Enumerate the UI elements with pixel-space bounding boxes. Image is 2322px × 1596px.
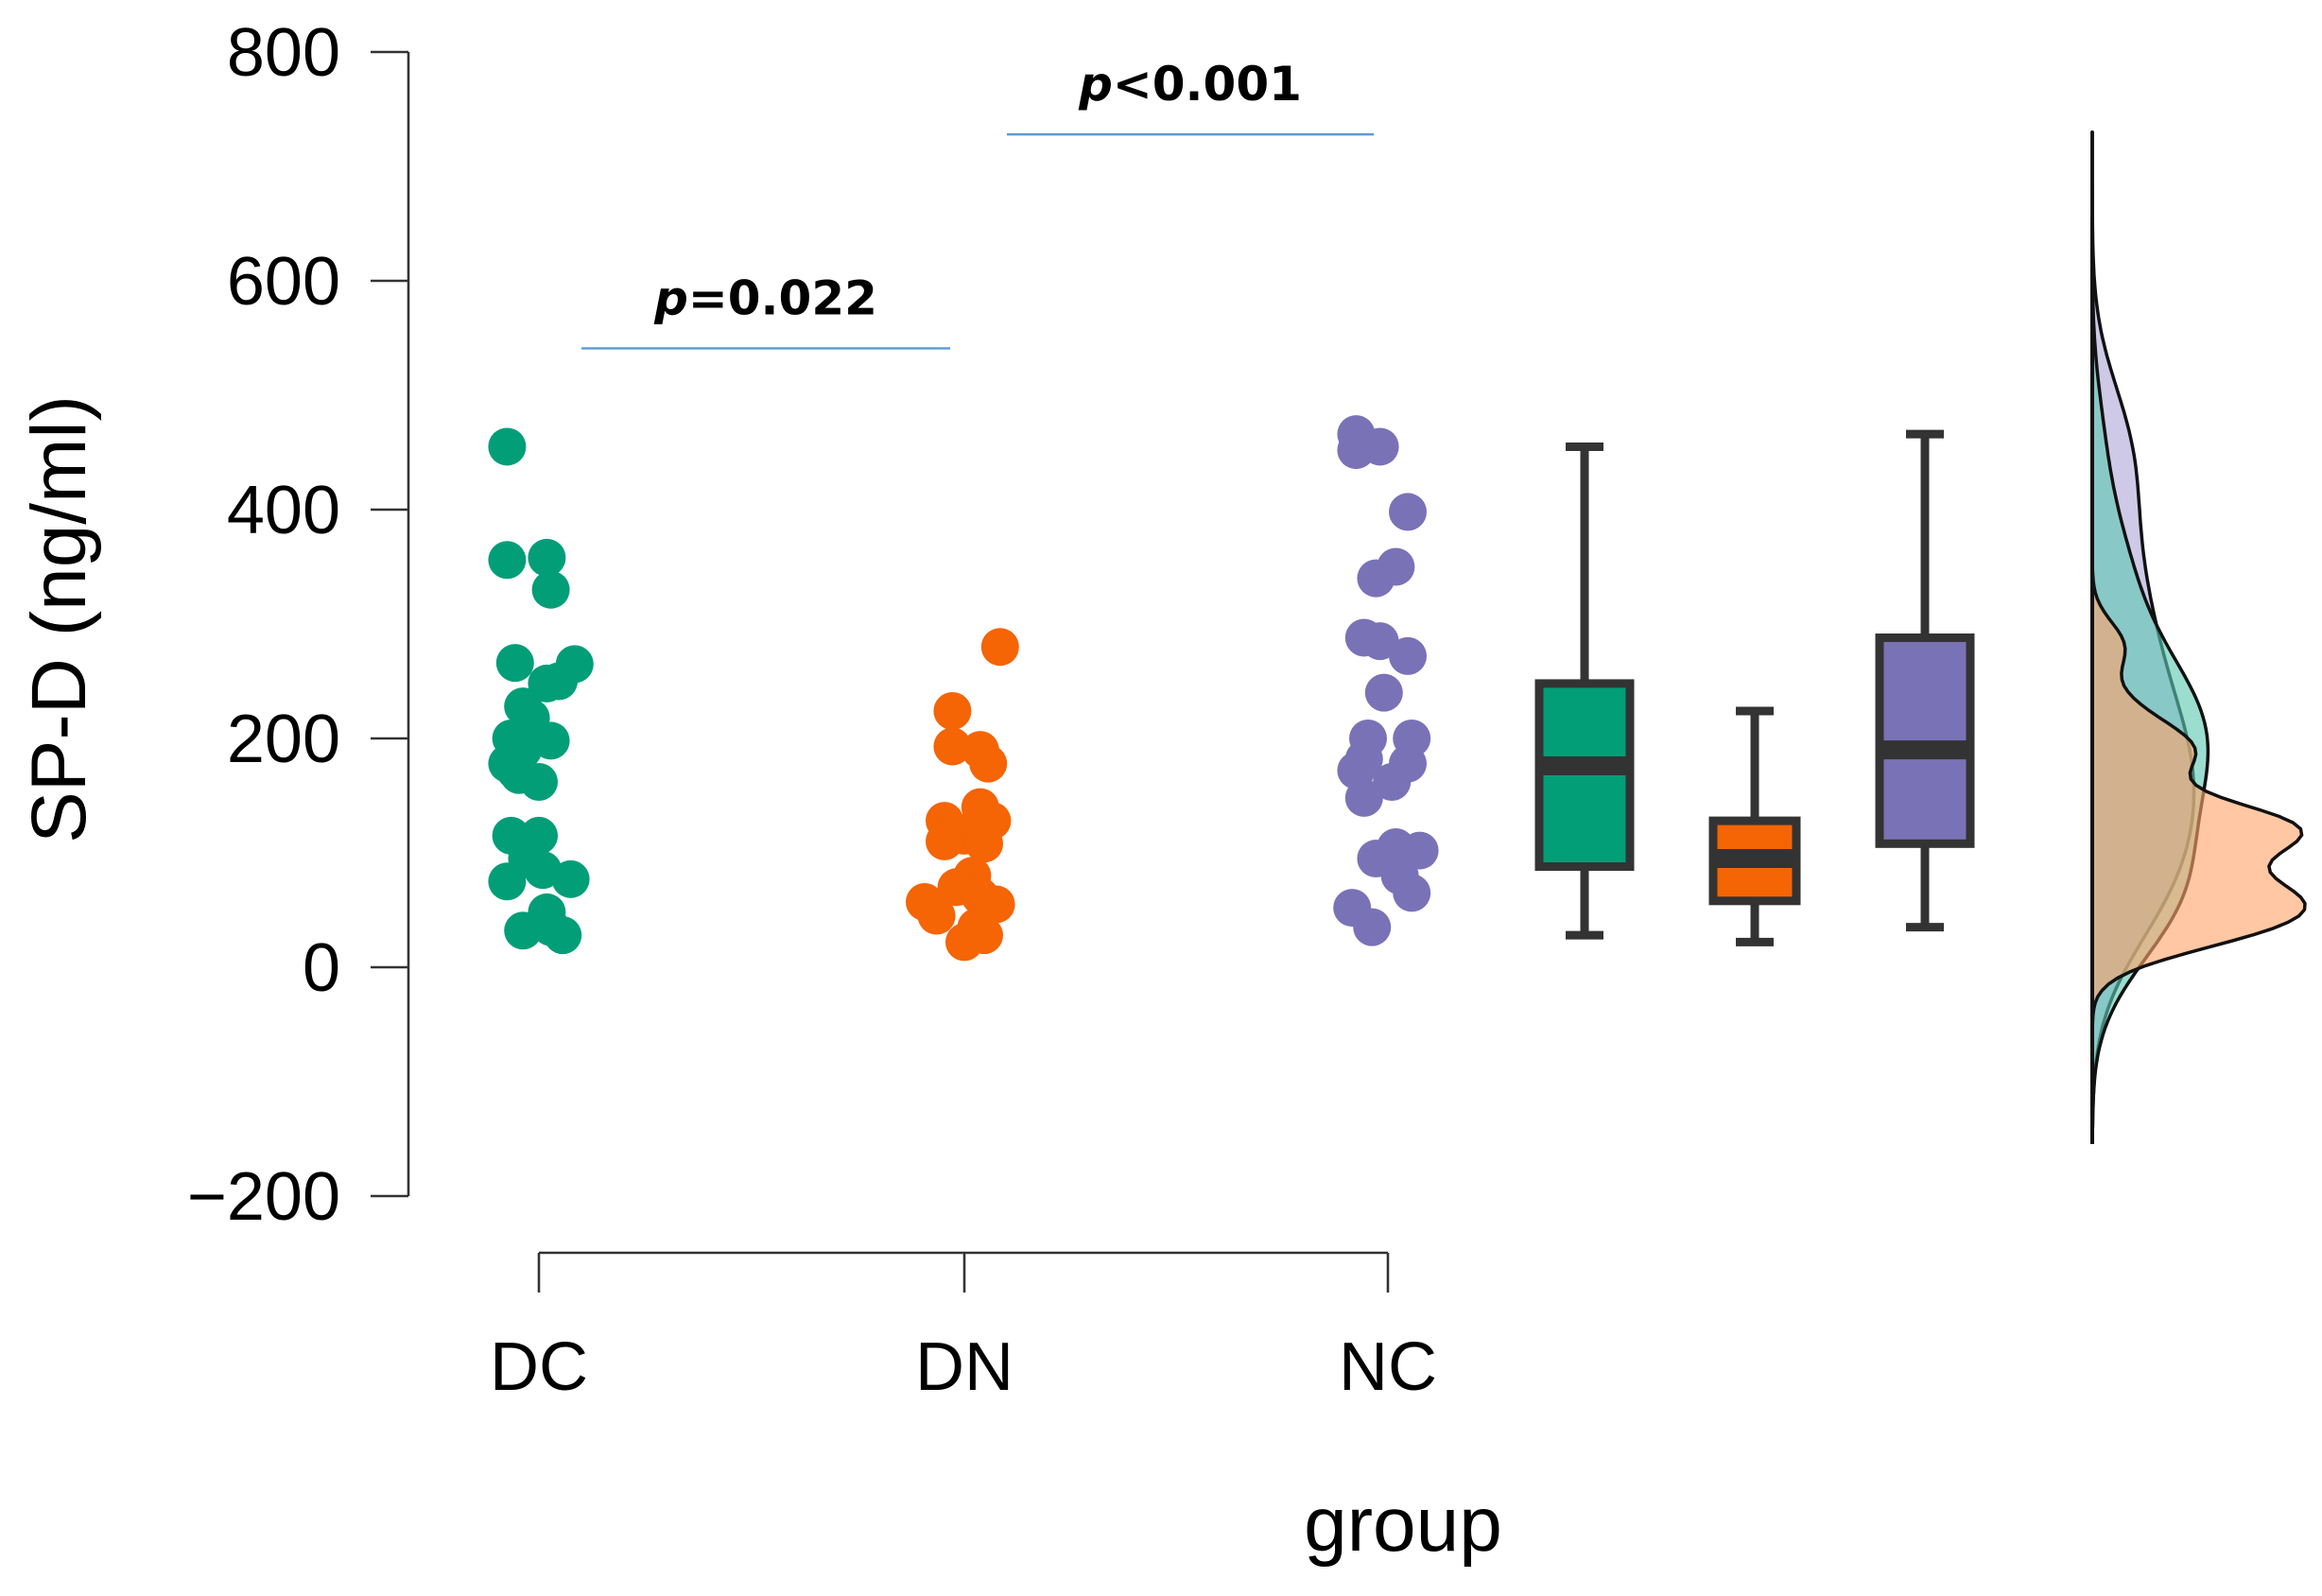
data-point-dc — [531, 908, 570, 946]
data-point-dc — [531, 570, 570, 609]
data-points — [488, 415, 1439, 962]
data-point-nc — [1393, 874, 1431, 912]
data-point-nc — [1373, 762, 1412, 801]
data-point-nc — [1389, 493, 1427, 531]
data-point-dn — [933, 727, 972, 766]
p-value-label: p=0.022 — [653, 270, 877, 325]
x-tick-label: DN — [915, 1329, 1014, 1405]
x-tick-label: DC — [490, 1329, 588, 1405]
box-plot-dc — [1534, 442, 1635, 940]
data-point-dc — [528, 664, 566, 703]
p-value-label: p<0.001 — [1078, 57, 1302, 112]
data-point-dc — [504, 911, 543, 950]
y-tick-label: 600 — [227, 244, 340, 320]
y-tick-label: 0 — [303, 930, 340, 1006]
data-point-dc — [500, 755, 538, 794]
data-point-dn — [965, 824, 1003, 863]
y-tick-label: −200 — [187, 1159, 340, 1235]
box-plot-dn — [1708, 706, 1801, 946]
data-point-dn — [965, 916, 1003, 955]
box-plot-nc — [1875, 429, 1975, 932]
data-point-dc — [495, 644, 534, 683]
y-tick-label: 400 — [227, 473, 340, 548]
data-point-nc — [1357, 559, 1395, 598]
data-point-dn — [917, 896, 956, 935]
data-point-dn — [926, 822, 963, 860]
data-point-dc — [551, 859, 590, 898]
y-tick-label: 200 — [227, 702, 340, 777]
data-point-nc — [1360, 622, 1399, 661]
x-axis: DC DN NC — [490, 1251, 1437, 1405]
data-point-dc — [488, 541, 527, 580]
significance-annotations: p=0.022 p<0.001 — [581, 57, 1374, 350]
data-point-dc — [528, 538, 566, 577]
y-axis-title: SP-D (ng/ml) — [16, 395, 102, 843]
y-tick-label: 800 — [227, 15, 340, 91]
box-plots — [1534, 429, 1975, 946]
data-point-nc — [1360, 427, 1399, 466]
data-point-dn — [969, 744, 1008, 783]
density-plots — [2090, 130, 2307, 1144]
data-point-nc — [1344, 778, 1383, 817]
data-point-dc — [488, 862, 527, 901]
data-point-dn — [980, 628, 1019, 667]
data-point-dn — [933, 691, 972, 730]
y-axis: −200 0 200 400 600 800 — [187, 15, 410, 1235]
data-point-nc — [1364, 673, 1403, 712]
data-point-nc — [1353, 908, 1392, 946]
x-tick-label: NC — [1339, 1329, 1437, 1405]
data-point-nc — [1389, 636, 1427, 675]
data-point-dc — [488, 427, 527, 466]
x-axis-title: group — [1304, 1482, 1502, 1568]
